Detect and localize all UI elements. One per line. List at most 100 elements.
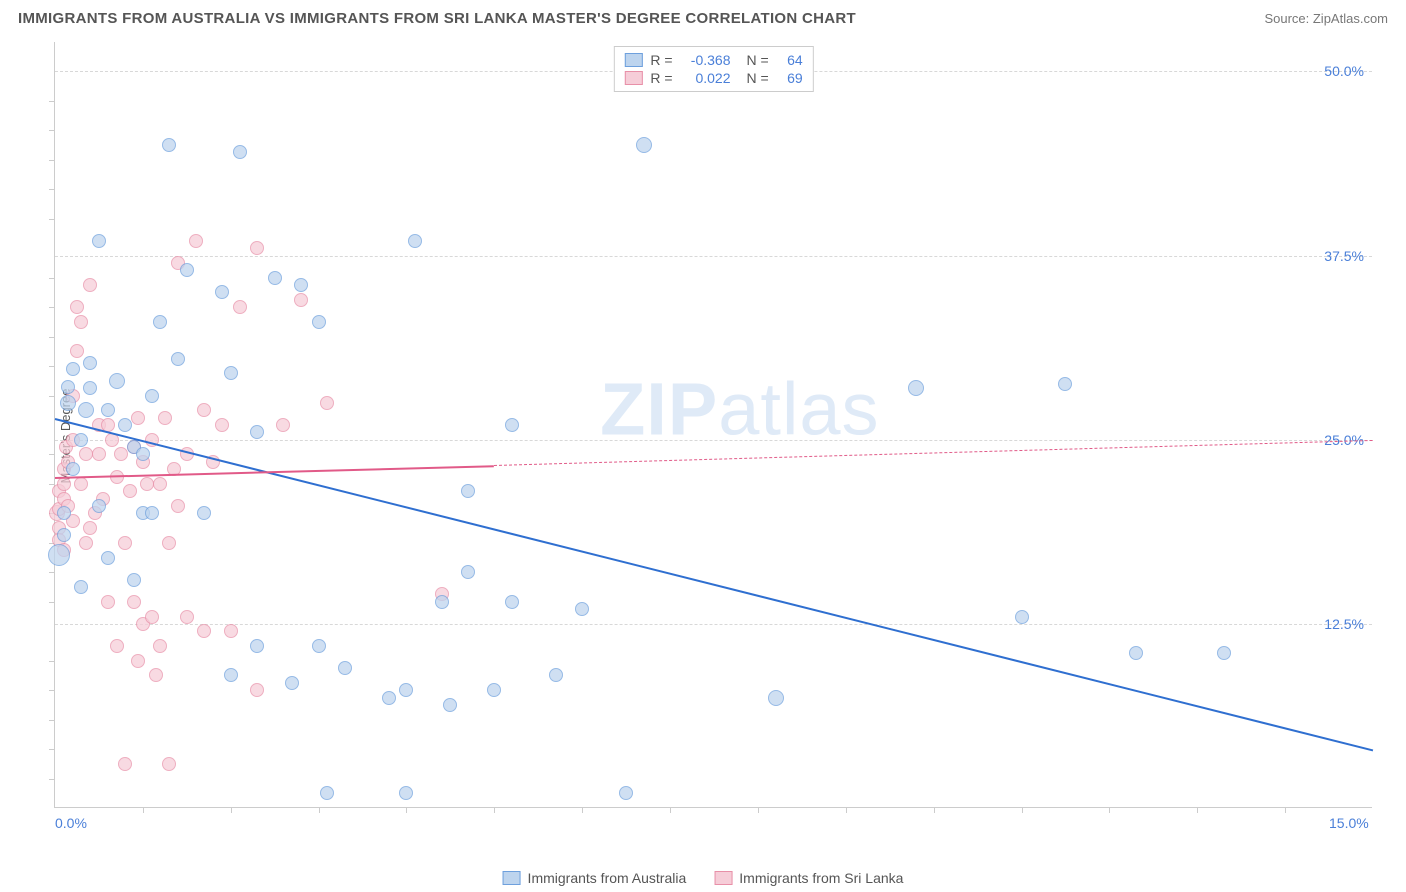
y-tick-minor [49,572,55,573]
legend-item-srilanka: Immigrants from Sri Lanka [714,870,903,886]
data-point [92,499,106,513]
r-label: R = [650,52,672,68]
x-tick-minor [670,807,671,813]
r-value-srilanka: 0.022 [681,70,731,86]
y-tick-minor [49,661,55,662]
data-point [312,315,326,329]
data-point [294,278,308,292]
data-point [505,595,519,609]
r-label: R = [650,70,672,86]
data-point [162,536,176,550]
data-point [70,344,84,358]
data-point [131,654,145,668]
data-point [276,418,290,432]
data-point [435,595,449,609]
chart-container: Master's Degree ZIPatlas R = -0.368 N = … [18,36,1388,836]
x-tick-minor [143,807,144,813]
data-point [114,447,128,461]
data-point [101,595,115,609]
data-point [180,610,194,624]
data-point [123,484,137,498]
data-point [461,565,475,579]
data-point [1058,377,1072,391]
n-label: N = [747,70,769,86]
y-tick-minor [49,396,55,397]
data-point [294,293,308,307]
data-point [408,234,422,248]
data-point [74,315,88,329]
x-tick-minor [1285,807,1286,813]
r-value-australia: -0.368 [681,52,731,68]
plot-area: ZIPatlas R = -0.368 N = 64 R = 0.022 N =… [54,42,1372,808]
y-tick-minor [49,130,55,131]
y-tick-minor [49,160,55,161]
data-point [549,668,563,682]
data-point [443,698,457,712]
y-tick-minor [49,454,55,455]
data-point [109,373,125,389]
data-point [619,786,633,800]
data-point [171,499,185,513]
x-tick-minor [934,807,935,813]
legend-correlation: R = -0.368 N = 64 R = 0.022 N = 69 [613,46,813,92]
data-point [636,137,652,153]
data-point [153,477,167,491]
data-point [338,661,352,675]
series-name-australia: Immigrants from Australia [528,870,687,886]
data-point [118,418,132,432]
data-point [57,477,71,491]
data-point [250,241,264,255]
data-point [1015,610,1029,624]
data-point [908,380,924,396]
x-tick-minor [319,807,320,813]
data-point [575,602,589,616]
data-point [1217,646,1231,660]
data-point [110,639,124,653]
x-tick-minor [231,807,232,813]
data-point [153,639,167,653]
y-tick-minor [49,720,55,721]
data-point [399,786,413,800]
y-tick-minor [49,690,55,691]
data-point [158,411,172,425]
data-point [215,285,229,299]
chart-header: IMMIGRANTS FROM AUSTRALIA VS IMMIGRANTS … [0,0,1406,33]
data-point [162,757,176,771]
data-point [461,484,475,498]
data-point [312,639,326,653]
data-point [60,395,76,411]
n-value-australia: 64 [777,52,803,68]
swatch-srilanka-icon [714,871,732,885]
data-point [180,263,194,277]
x-tick-minor [758,807,759,813]
series-name-srilanka: Immigrants from Sri Lanka [739,870,903,886]
data-point [189,234,203,248]
y-tick-minor [49,219,55,220]
y-tick-minor [49,602,55,603]
data-point [268,271,282,285]
x-tick-minor [494,807,495,813]
data-point [320,786,334,800]
gridline [55,256,1372,257]
y-tick-label: 12.5% [1324,616,1364,632]
data-point [140,477,154,491]
data-point [92,234,106,248]
data-point [66,462,80,476]
data-point [399,683,413,697]
data-point [48,544,70,566]
n-label: N = [747,52,769,68]
data-point [250,683,264,697]
y-tick-minor [49,749,55,750]
y-tick-minor [49,278,55,279]
y-tick-label: 50.0% [1324,63,1364,79]
legend-series: Immigrants from Australia Immigrants fro… [503,870,904,886]
data-point [78,402,94,418]
gridline [55,440,1372,441]
data-point [233,145,247,159]
data-point [197,506,211,520]
data-point [224,624,238,638]
data-point [320,396,334,410]
x-tick-minor [1022,807,1023,813]
y-tick-minor [49,779,55,780]
y-tick-minor [49,366,55,367]
